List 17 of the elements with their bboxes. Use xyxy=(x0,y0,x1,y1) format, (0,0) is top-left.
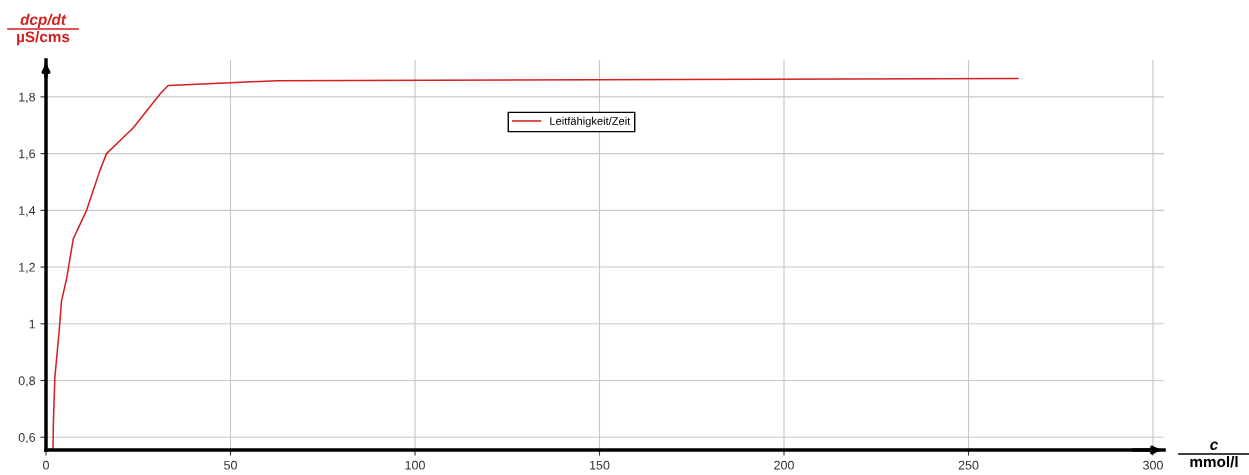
x-tick-label: 50 xyxy=(224,460,237,470)
legend-label: Leitfähigkeit/Zeit xyxy=(550,116,631,128)
y-tick-label: 1,4 xyxy=(19,206,36,217)
x-tick-label: 100 xyxy=(405,460,425,470)
y-tick-label: 0,8 xyxy=(18,376,36,387)
y-tick-label: 1 xyxy=(29,319,35,329)
x-tick-label: 150 xyxy=(590,460,610,470)
y-tick-label: 1,8 xyxy=(19,92,36,103)
y-tick-label: 1,6 xyxy=(19,149,36,160)
x-tick-label: 200 xyxy=(774,460,794,470)
y-axis-title: dcp/dt µS/cms xyxy=(17,13,70,46)
y-tick-label: 0,6 xyxy=(18,433,36,444)
x-tick-label: 250 xyxy=(958,460,979,470)
x-tick-label: 300 xyxy=(1143,460,1163,470)
x-tick-label: 0 xyxy=(43,460,49,470)
y-tick-label: 1,2 xyxy=(19,262,35,274)
x-axis-title: c mmol/l xyxy=(1190,441,1238,468)
